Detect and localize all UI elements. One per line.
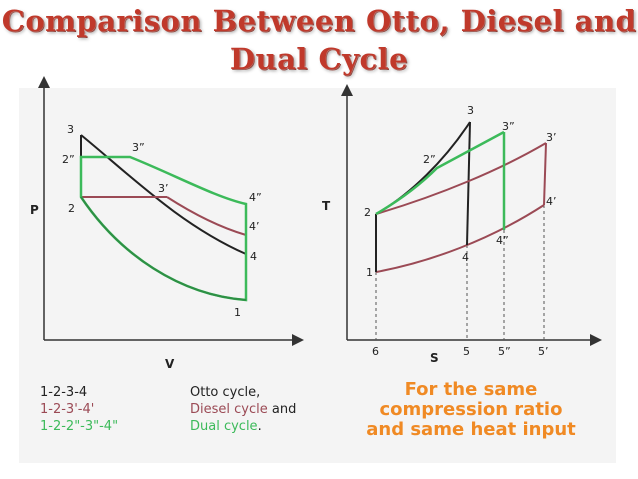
note-line-1: For the same [404,379,538,400]
pv-point-4dd: 4” [249,191,262,204]
pv-diesel-expansion [166,196,247,236]
pv-point-4: 4 [250,250,257,263]
pv-point-1: 1 [234,306,241,319]
ts-tick-5: 5 [463,345,470,358]
legend-name-dual: Dual cycle [190,419,258,434]
ts-point-3: 3 [467,104,474,117]
ts-point-3d: 3’ [546,131,557,144]
assumption-note: For the same compression ratio and same … [336,380,606,440]
legend-entry-dual: Dual cycle. [190,418,296,435]
legend-entry-diesel: Diesel cycle and [190,401,296,418]
legend-entry-otto: Otto cycle, [190,384,296,401]
ts-x-axis-label: S [430,351,439,365]
page-title: Comparison Between Otto, Diesel and Dual… [0,2,638,78]
legend-suffix-dual: . [257,419,262,434]
pv-point-3d: 3’ [158,182,169,195]
ts-point-2dd: 2” [423,153,436,166]
pv-point-3: 3 [67,123,74,136]
ts-point-4: 4 [462,251,469,264]
ts-point-4dd: 4” [496,234,509,247]
legend-path-diesel: 1-2-3'-4' [40,402,95,417]
ts-diagram: T S 3 3” 3’ 2” 2 4’ 4” 4 1 6 5 5” 5’ [322,84,602,365]
pv-point-4d: 4’ [249,220,260,233]
note-line-3: and same heat input [366,419,576,440]
legend-name-diesel: Diesel cycle [190,402,268,417]
ts-heat-reject-curve [375,204,545,273]
ts-diesel-heat-add [375,142,547,215]
ts-y-axis-label: T [322,199,331,213]
note-line-2: compression ratio [379,399,563,420]
legend-path-otto: 1-2-3-4 [40,385,88,400]
ts-tick-5dd: 5” [498,345,511,358]
ts-point-3dd: 3” [502,120,515,133]
pv-y-axis-label: P [30,203,39,217]
ts-dual-heat-add [375,130,505,216]
pv-point-2dd: 2” [62,153,75,166]
ts-point-2: 2 [364,206,371,219]
ts-tick-5d: 5’ [538,345,549,358]
legend-name-otto: Otto cycle, [190,385,261,400]
ts-otto-expansion [466,121,471,246]
title-line-2: Dual Cycle [229,42,409,76]
legend-names: Otto cycle, Diesel cycle and Dual cycle. [190,384,296,435]
legend-path-dual: 1-2-2"-3"-4" [40,419,119,434]
ts-point-1: 1 [366,266,373,279]
ts-tick-6: 6 [372,345,379,358]
ts-point-4d: 4’ [546,195,557,208]
pv-compression [80,196,247,301]
pv-point-3dd: 3” [132,141,145,154]
ts-diesel-expansion [543,142,547,206]
diagram-panel [19,88,616,463]
title-line-1: Comparison Between Otto, Diesel and [1,4,637,38]
pv-diagram: P V 3 2” 3” 3’ 2 4” 4’ 4 1 [30,76,304,371]
pv-point-2: 2 [68,202,75,215]
legend-suffix-diesel: and [267,402,297,417]
pv-x-axis-label: V [165,357,175,371]
legend-paths: 1-2-3-4 1-2-3'-4' 1-2-2"-3"-4" [40,384,118,435]
pv-otto-expansion [80,134,247,255]
ts-otto-heat-add [375,121,471,215]
